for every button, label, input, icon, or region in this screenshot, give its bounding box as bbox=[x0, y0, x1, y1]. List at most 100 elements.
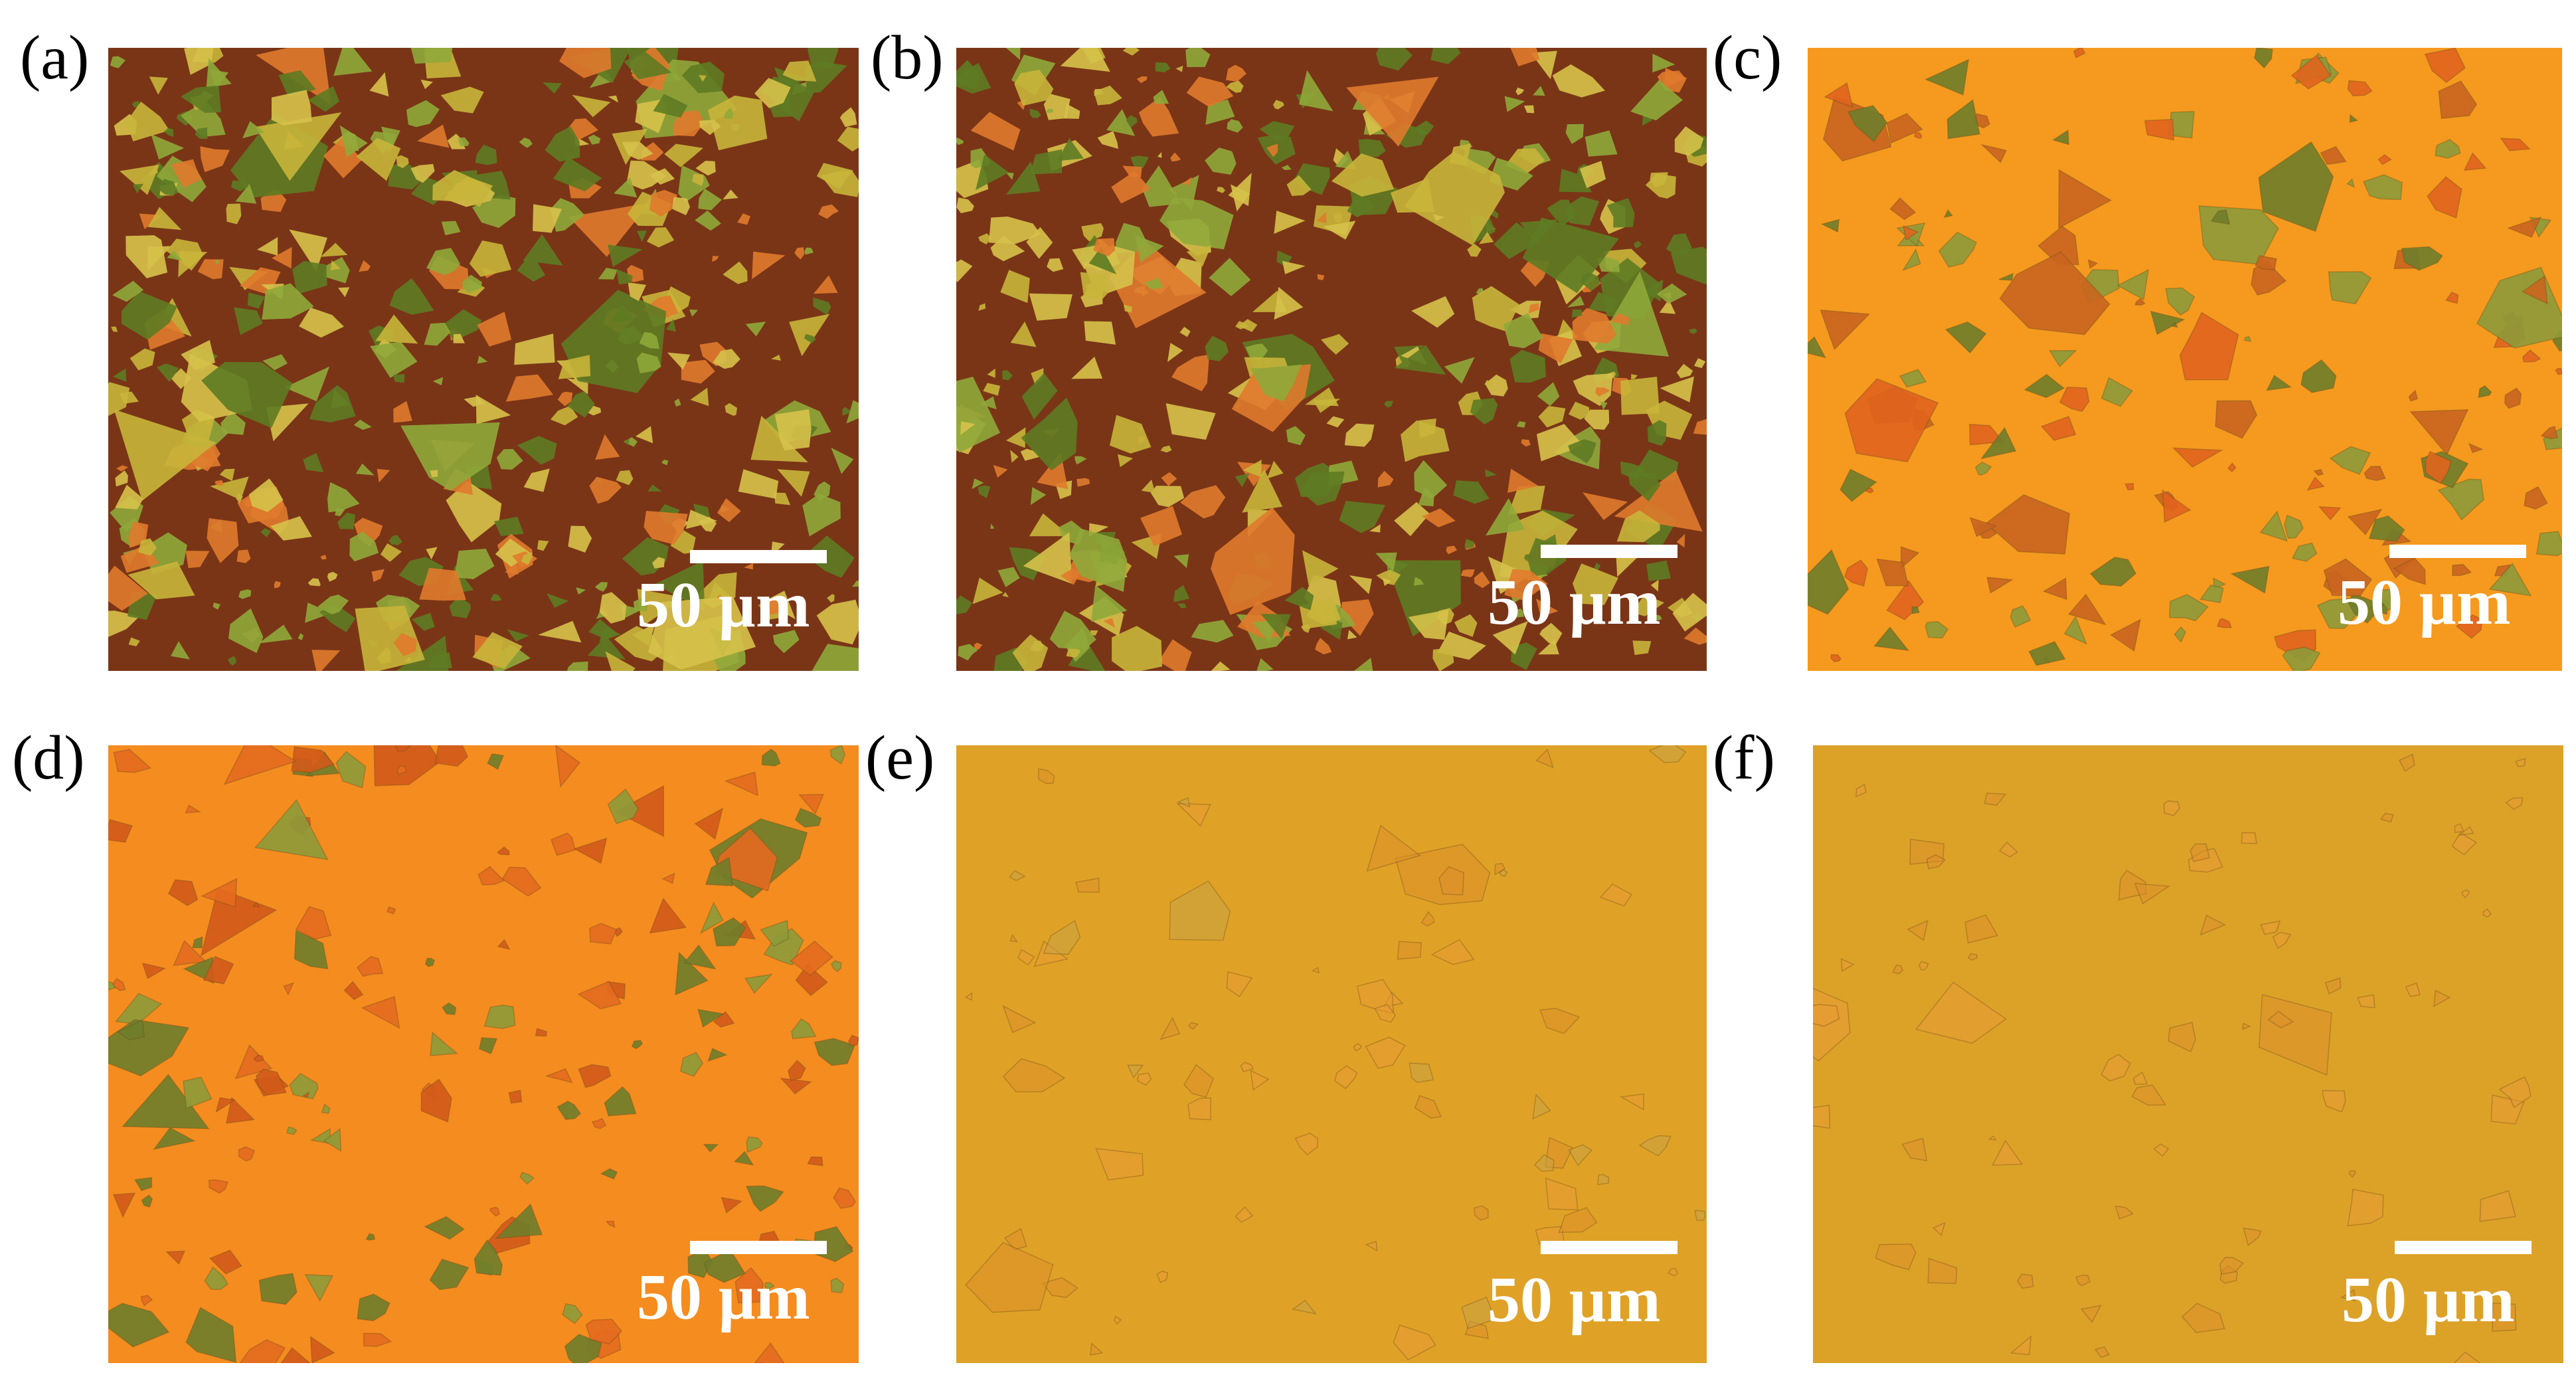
flake bbox=[833, 1187, 856, 1209]
flake bbox=[1187, 1022, 1199, 1030]
flake bbox=[205, 419, 213, 426]
flake bbox=[307, 578, 321, 587]
flake bbox=[537, 540, 549, 551]
flake bbox=[724, 771, 758, 796]
flake bbox=[423, 1216, 466, 1240]
flake bbox=[1968, 953, 1978, 961]
scale-bar-e bbox=[1541, 1241, 1677, 1254]
flake bbox=[2451, 832, 2477, 856]
flake bbox=[257, 236, 278, 256]
flake bbox=[1611, 313, 1630, 325]
flake bbox=[1588, 292, 1617, 313]
flake bbox=[551, 198, 585, 232]
panel-label-a: (a) bbox=[20, 23, 90, 92]
flake bbox=[1927, 1257, 1958, 1284]
flake bbox=[674, 398, 681, 407]
flake bbox=[356, 138, 401, 181]
flake bbox=[1045, 108, 1054, 114]
flake bbox=[978, 233, 992, 244]
flake bbox=[777, 469, 810, 497]
flake bbox=[181, 85, 221, 113]
flake bbox=[363, 1333, 392, 1347]
flake bbox=[737, 213, 751, 225]
flake bbox=[806, 61, 847, 93]
flake bbox=[1865, 488, 1874, 494]
flake bbox=[588, 134, 601, 145]
flake bbox=[157, 363, 179, 383]
flake bbox=[1394, 502, 1430, 537]
flake bbox=[157, 179, 179, 196]
flake bbox=[1911, 606, 1921, 614]
flake bbox=[605, 651, 636, 671]
flake bbox=[2363, 174, 2403, 201]
flake bbox=[472, 195, 516, 229]
flake bbox=[137, 538, 157, 556]
flake bbox=[442, 1002, 457, 1016]
flake bbox=[1504, 96, 1525, 112]
panel-label-e: (e) bbox=[865, 723, 935, 792]
flake bbox=[1523, 105, 1535, 114]
flake bbox=[1565, 124, 1584, 144]
flake bbox=[469, 240, 512, 277]
flake bbox=[1844, 378, 1939, 463]
flake bbox=[320, 242, 348, 257]
flake bbox=[380, 543, 402, 562]
flake bbox=[576, 587, 586, 595]
flake bbox=[252, 901, 261, 907]
flake bbox=[2073, 48, 2086, 58]
flake bbox=[1616, 555, 1638, 577]
panel-label-b: (b) bbox=[871, 23, 944, 92]
flake bbox=[2357, 994, 2375, 1008]
flake bbox=[1156, 1270, 1169, 1283]
flake bbox=[1643, 279, 1664, 302]
flake bbox=[2300, 359, 2337, 393]
flake bbox=[1964, 914, 1999, 944]
flake bbox=[1926, 854, 1946, 870]
flake bbox=[624, 438, 630, 446]
flake bbox=[253, 1055, 265, 1062]
flake bbox=[2124, 483, 2134, 490]
flake bbox=[1358, 139, 1386, 157]
flake bbox=[2110, 618, 2142, 652]
flake bbox=[388, 535, 402, 545]
flake bbox=[2181, 1303, 2225, 1333]
flake bbox=[226, 203, 242, 225]
flake bbox=[794, 808, 822, 828]
flake bbox=[1516, 421, 1526, 428]
flake bbox=[147, 207, 182, 230]
flake bbox=[2023, 373, 2065, 399]
flake bbox=[672, 197, 690, 215]
flake bbox=[1538, 333, 1573, 364]
flake bbox=[763, 927, 804, 966]
flake bbox=[462, 274, 482, 293]
flake bbox=[988, 217, 1041, 244]
flake bbox=[1023, 532, 1073, 584]
flake bbox=[1250, 364, 1302, 402]
flake bbox=[258, 624, 293, 644]
flake bbox=[2348, 592, 2386, 624]
flake bbox=[772, 630, 800, 654]
flake bbox=[1596, 1174, 1610, 1186]
flake bbox=[600, 1168, 618, 1180]
flake bbox=[1813, 1104, 1831, 1129]
micrograph-e: 50 µm bbox=[956, 745, 1707, 1363]
flake bbox=[1488, 556, 1531, 595]
flake bbox=[1474, 571, 1490, 589]
flake bbox=[978, 303, 986, 311]
flake bbox=[1009, 870, 1026, 881]
flake bbox=[2478, 385, 2492, 399]
flake bbox=[140, 1295, 153, 1307]
flake bbox=[284, 131, 305, 150]
flake bbox=[1656, 283, 1687, 304]
flake bbox=[562, 1303, 583, 1325]
flake bbox=[1672, 593, 1707, 632]
micrograph-c-image bbox=[1808, 48, 2562, 671]
flake bbox=[1005, 48, 1021, 60]
flake bbox=[517, 436, 557, 465]
flake bbox=[208, 1179, 229, 1194]
flake bbox=[400, 422, 500, 491]
flake bbox=[626, 160, 667, 190]
flake bbox=[215, 1097, 236, 1113]
flake bbox=[2540, 425, 2559, 440]
flake bbox=[2190, 843, 2211, 862]
